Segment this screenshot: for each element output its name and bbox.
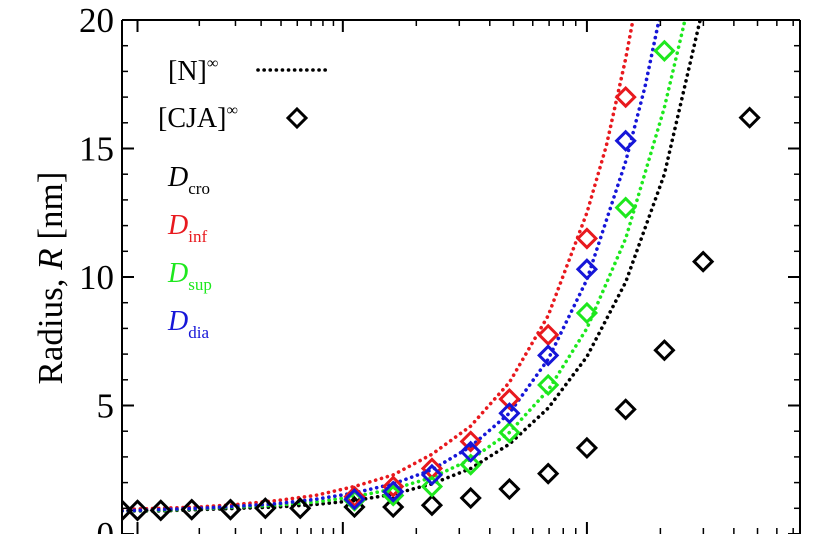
legend-line-cro-main: D [167,162,188,193]
data-point-4-12 [537,462,560,485]
data-point-7-3 [459,440,482,463]
data-point-4-14 [614,398,637,421]
data-layer [122,20,761,522]
data-point-4-4 [219,498,242,521]
data-point-7-1 [382,480,405,503]
data-point-5-0 [343,485,366,508]
data-point-6-3 [459,453,482,476]
legend-line-dia-main: D [167,306,188,337]
legend-label-cja: [CJA]∞ [158,102,238,134]
data-point-4-16 [692,250,715,273]
legend-line-sup-main: D [167,258,188,289]
data-point-4-10 [459,486,482,510]
y-tick-label: 10 [79,258,114,297]
y-axis-label-text: Radius, [31,270,70,385]
legend-line-dia-sub: dia [188,323,209,342]
legend-line-inf-sub: inf [188,227,207,246]
data-point-4-9 [420,494,444,517]
data-point-6-4 [498,421,521,444]
y-tick-label: 15 [79,130,114,169]
data-point-5-2 [420,457,444,480]
data-point-7-2 [420,463,444,487]
legend-line-cro: Dcro [167,162,210,198]
data-point-5-7 [614,85,637,109]
legend-label-n-sup: ∞ [207,55,218,72]
y-axis-label-unit: [nm] [31,172,70,249]
data-point-7-7 [614,129,637,152]
data-point-4-11 [498,477,521,501]
y-tick-label: 5 [97,387,115,426]
data-point-4-8 [382,495,405,519]
data-point-4-13 [575,436,599,460]
data-point-4-17 [738,106,761,129]
data-point-7-6 [575,258,599,281]
data-point-7-5 [537,344,560,367]
data-point-5-4 [498,387,521,411]
y-tick-label: 20 [79,1,114,40]
data-point-7-4 [498,402,521,425]
legend-line-cro-sub: cro [188,179,210,198]
data-point-4-0 [122,499,134,522]
data-point-4-2 [149,499,172,522]
data-point-4-6 [289,497,312,520]
data-point-6-7 [614,196,637,219]
data-point-6-6 [575,301,599,325]
y-axis-label: Radius, R [nm] [31,172,70,385]
legend-line-inf: Dinf [167,210,207,246]
data-point-6-2 [420,475,444,498]
legend-swatch-cja [285,106,309,130]
data-point-6-5 [537,373,560,397]
data-point-5-3 [459,430,482,453]
data-point-6-8 [653,39,676,62]
data-point-4-1 [126,499,149,522]
data-point-5-5 [537,323,560,346]
data-point-6-1 [382,484,405,507]
legend-line-sup: Dsup [167,258,212,294]
data-point-4-3 [180,498,203,521]
data-point-7-0 [343,488,366,511]
y-tick-label: 0 [97,515,115,534]
legend-label-n: [N]∞ [168,55,218,87]
legend-label-cja-sup: ∞ [226,102,237,119]
data-point-4-15 [653,339,676,362]
legend-line-dia: Ddia [167,306,209,342]
series-line-0 [122,20,702,513]
data-point-5-6 [575,227,599,250]
y-axis-label-italic: R [31,248,70,270]
legend-line-inf-main: D [167,210,188,241]
legend-line-sup-sub: sup [188,275,212,294]
series-line-2 [122,20,687,513]
axes: 0 5 10 15 20 [79,1,801,534]
data-point-5-1 [382,475,405,498]
data-point-4-5 [254,497,277,520]
